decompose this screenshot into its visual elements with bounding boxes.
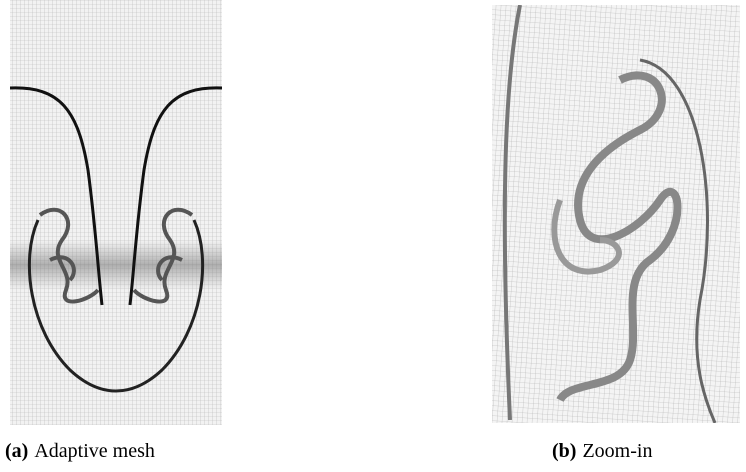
caption-text: Adaptive mesh [34,440,155,462]
zoom-in-image [492,5,740,423]
mesh-images [0,0,746,472]
caption-text: Zoom-in [582,440,652,462]
caption-label: (b) [552,440,576,462]
adaptive-mesh-image [10,0,222,425]
figure: (a) Adaptive mesh (b) Zoom-in [0,0,746,472]
caption-a: (a) Adaptive mesh [5,440,155,463]
caption-label: (a) [5,440,28,462]
caption-b: (b) Zoom-in [552,440,652,463]
